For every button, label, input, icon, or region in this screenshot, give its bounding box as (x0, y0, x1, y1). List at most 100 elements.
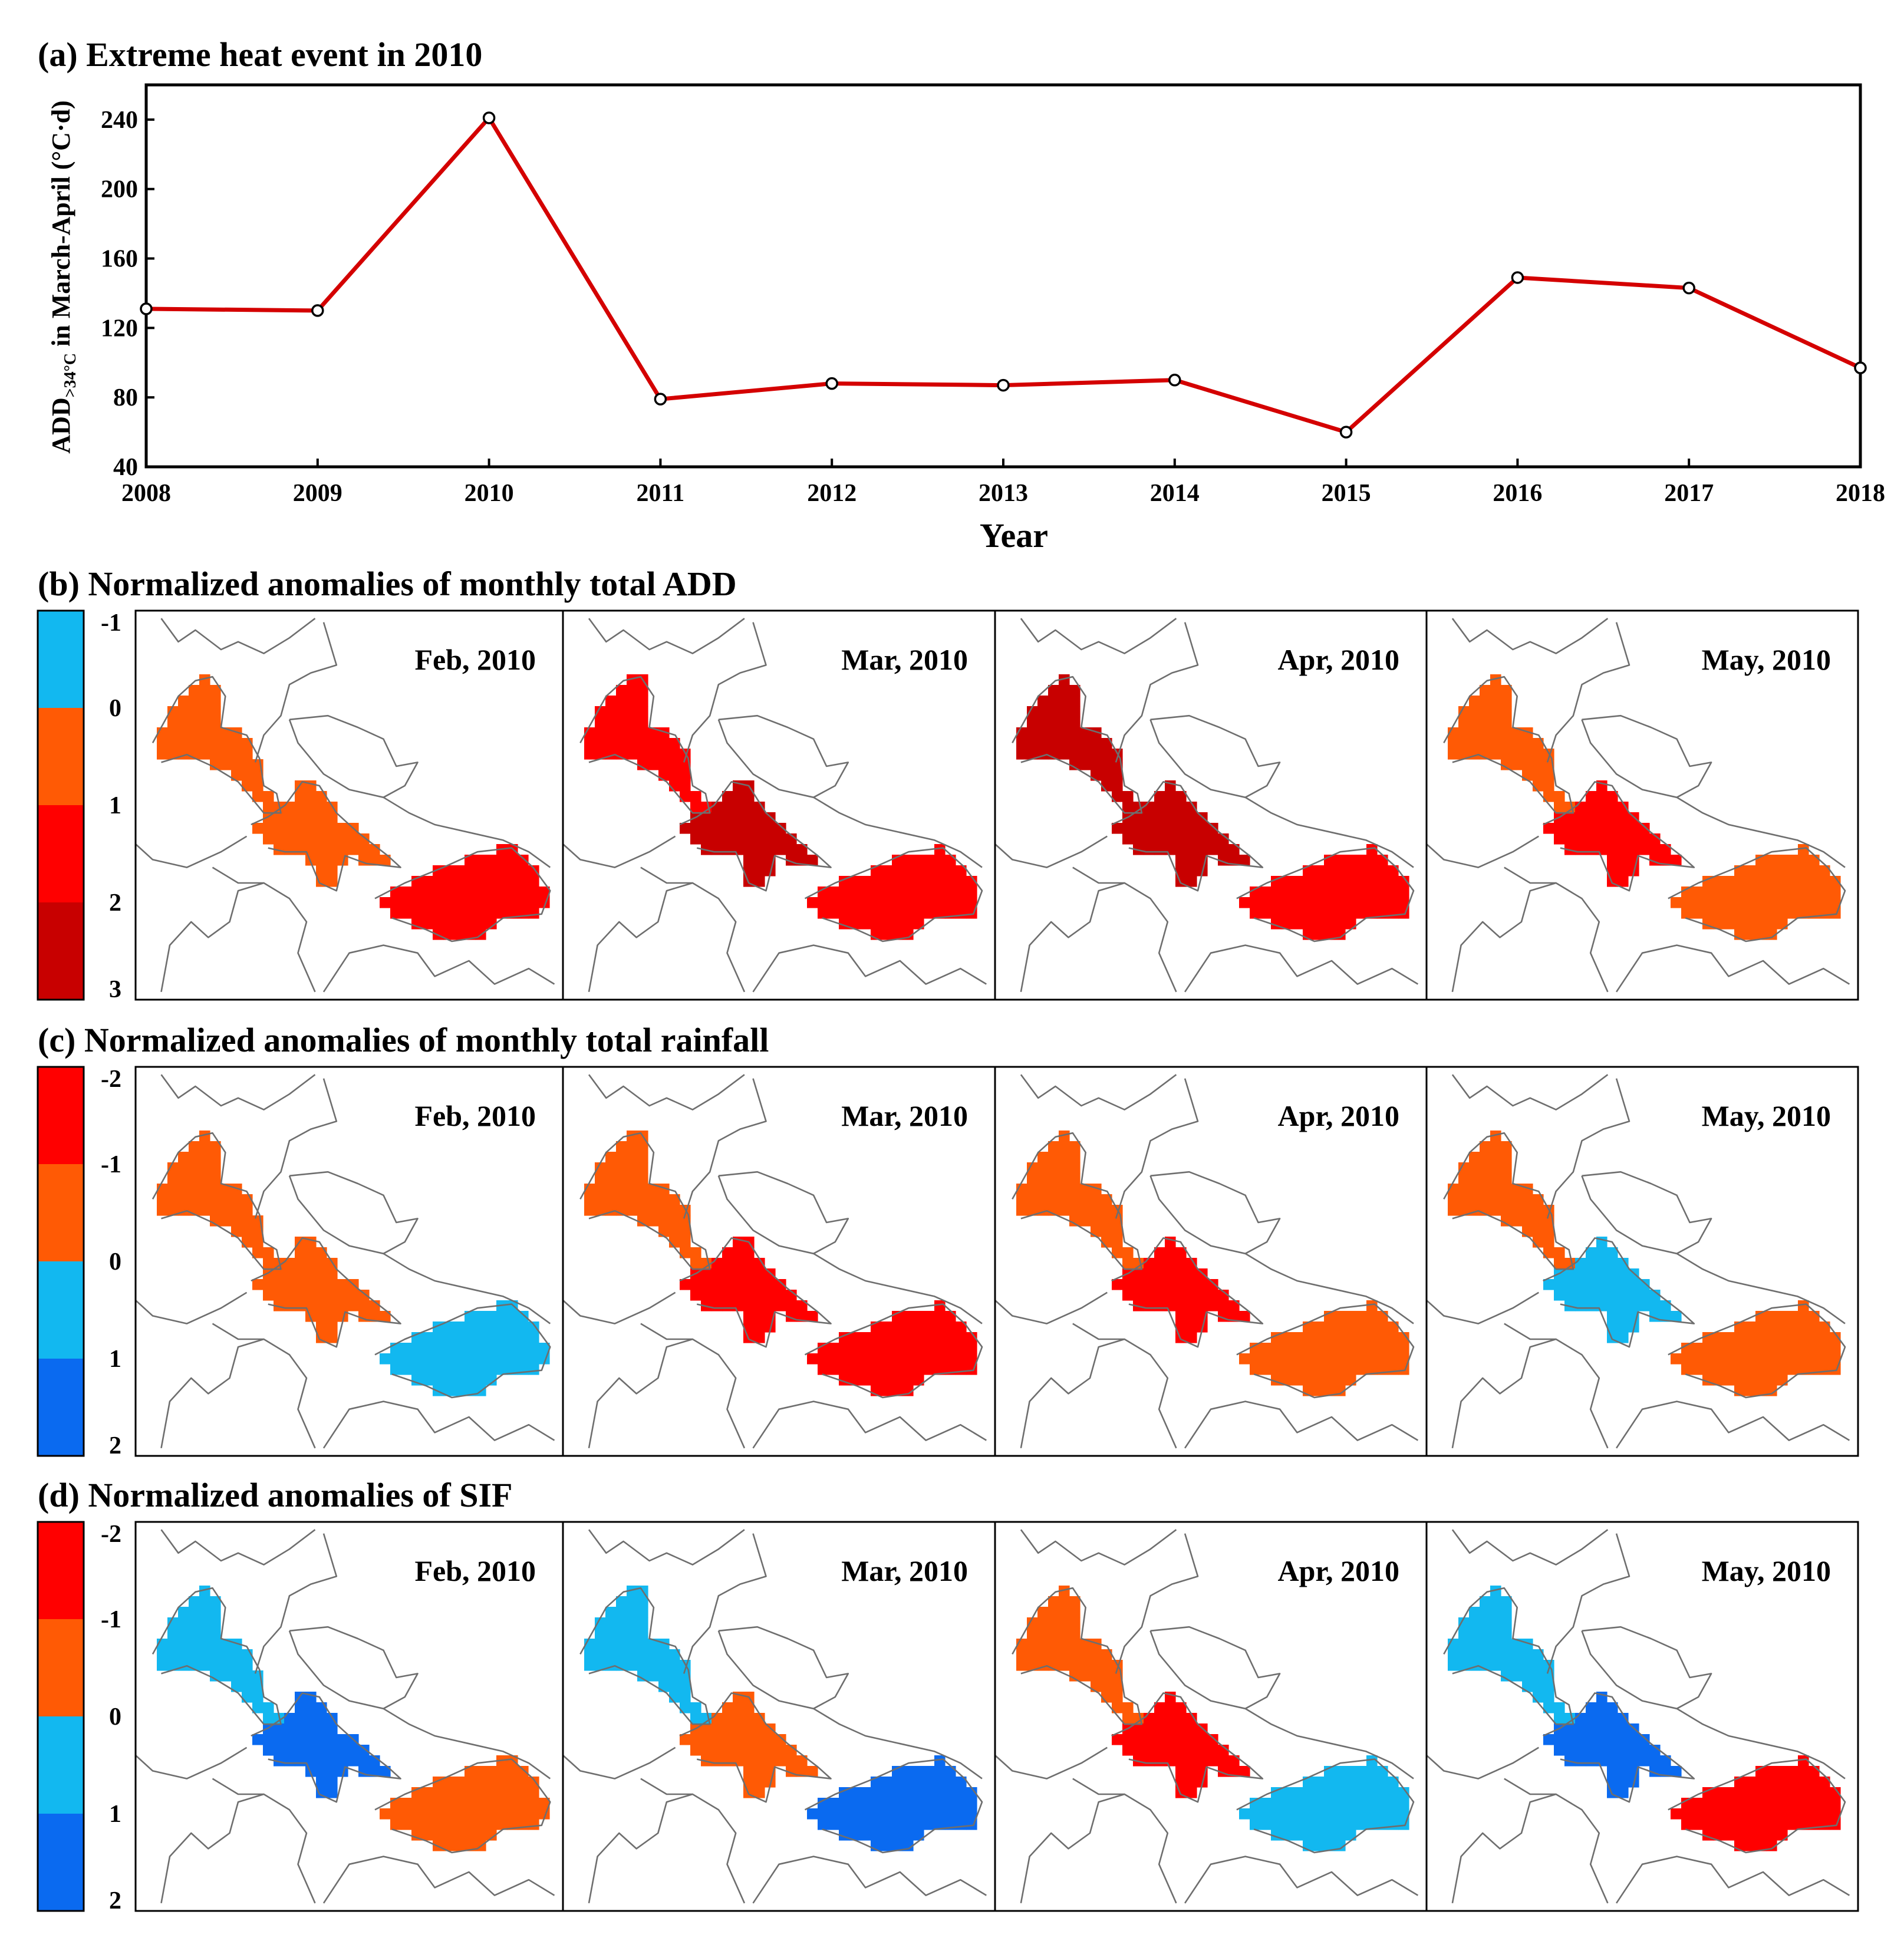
boundary-line (1616, 944, 1850, 993)
anomaly-cell (1787, 855, 1798, 866)
anomaly-cell (1313, 1808, 1325, 1820)
anomaly-cell (956, 1343, 967, 1354)
anomaly-cell (178, 717, 189, 728)
anomaly-cell (902, 1332, 914, 1343)
anomaly-cell (881, 908, 892, 919)
anomaly-cell (1787, 886, 1798, 898)
anomaly-cell (902, 1830, 914, 1841)
anomaly-cell (189, 1596, 200, 1607)
colorbar-tick-label: 1 (109, 792, 121, 819)
anomaly-cell (327, 1268, 338, 1280)
anomaly-cell (1490, 1660, 1501, 1671)
anomaly-cell (924, 1321, 935, 1333)
anomaly-cell (1490, 749, 1501, 760)
anomaly-cell (486, 1343, 497, 1354)
anomaly-cell (369, 1766, 380, 1777)
boundary-line (1668, 1303, 1846, 1399)
anomaly-cell (1313, 1321, 1325, 1333)
anomaly-cell (1271, 1808, 1282, 1820)
anomaly-cell (1501, 1649, 1512, 1660)
anomaly-cell (496, 1787, 508, 1798)
anomaly-cell (199, 1194, 210, 1205)
anomaly-cell (210, 1205, 221, 1216)
anomaly-cell (722, 812, 733, 823)
anomaly-cell (1777, 897, 1788, 908)
anomaly-cell (465, 1840, 476, 1851)
anomaly-cell (1543, 823, 1554, 834)
anomaly-cell (210, 1660, 221, 1671)
anomaly-cell (871, 1364, 882, 1375)
anomaly-cell (690, 1258, 701, 1269)
boundary-line (1451, 1074, 1609, 1110)
anomaly-cell (1607, 1723, 1618, 1735)
anomaly-cell (733, 1745, 744, 1756)
boundary-line (1149, 714, 1281, 799)
anomaly-cell (839, 1364, 850, 1375)
anomaly-cell (433, 1364, 444, 1375)
anomaly-cell (743, 833, 755, 845)
anomaly-cell (1345, 1375, 1356, 1386)
anomaly-cell (401, 908, 412, 919)
anomaly-cell (380, 1311, 391, 1322)
anomaly-cell (295, 1290, 306, 1301)
anomaly-cell (1059, 1152, 1070, 1163)
anomaly-cell (1122, 1258, 1134, 1269)
anomaly-cell (616, 1596, 627, 1607)
y-tick-label: 80 (113, 384, 138, 411)
anomaly-cell (1777, 908, 1788, 919)
anomaly-cell (627, 1184, 638, 1195)
anomaly-cell (913, 1798, 924, 1809)
anomaly-cell (924, 908, 935, 919)
anomaly-cell (348, 1290, 359, 1301)
anomaly-cell (1356, 1766, 1367, 1777)
boundary-line (1115, 1533, 1199, 1674)
anomaly-cell (754, 855, 765, 866)
anomaly-cell (1048, 1141, 1059, 1152)
anomaly-cell (1356, 1343, 1367, 1354)
anomaly-cell (1660, 1300, 1671, 1311)
anomaly-cell (518, 855, 529, 866)
anomaly-cell (1766, 1766, 1777, 1777)
anomaly-cell (701, 1745, 712, 1756)
anomaly-cell (327, 1332, 338, 1343)
anomaly-cell (1377, 1311, 1388, 1322)
anomaly-cell (1480, 1628, 1491, 1639)
anomaly-cell (1734, 908, 1745, 919)
anomaly-cell (1745, 1798, 1756, 1809)
anomaly-cell (1207, 823, 1218, 834)
anomaly-cell (690, 791, 701, 802)
colorbar-tick-label: -2 (101, 1066, 121, 1093)
anomaly-cell (849, 1364, 861, 1375)
anomaly-cell (1271, 886, 1282, 898)
anomaly-cell (680, 1670, 691, 1682)
anomaly-cell (754, 1268, 765, 1280)
anomaly-cell (1501, 759, 1512, 770)
anomaly-cell (1745, 1343, 1756, 1354)
boundary-line (383, 1253, 551, 1324)
anomaly-cell (1798, 876, 1809, 887)
anomaly-cell (1554, 1713, 1565, 1724)
anomaly-cell (1324, 1364, 1335, 1375)
boundary-line (1504, 866, 1556, 884)
boundary-line (1012, 675, 1143, 814)
anomaly-cell (486, 1798, 497, 1809)
anomaly-cell (1522, 1205, 1533, 1216)
anomaly-cell (616, 1639, 627, 1650)
anomaly-cell (1809, 1353, 1820, 1365)
boundary-line (135, 835, 248, 868)
anomaly-cell (1059, 1649, 1070, 1660)
anomaly-cell (1671, 855, 1682, 866)
anomaly-cell (754, 865, 765, 876)
anomaly-cell (1037, 1184, 1049, 1195)
y-tick-label: 40 (113, 454, 138, 481)
map-month-label: May, 2010 (1702, 643, 1831, 676)
anomaly-cell (263, 1290, 274, 1301)
anomaly-cell (274, 1734, 285, 1745)
anomaly-cell (934, 908, 946, 919)
anomaly-cell (1122, 1279, 1134, 1290)
anomaly-cell (157, 749, 168, 760)
anomaly-cell (1069, 738, 1081, 749)
anomaly-cell (828, 1343, 839, 1354)
anomaly-cell (1469, 1152, 1480, 1163)
anomaly-cell (1313, 1830, 1325, 1841)
